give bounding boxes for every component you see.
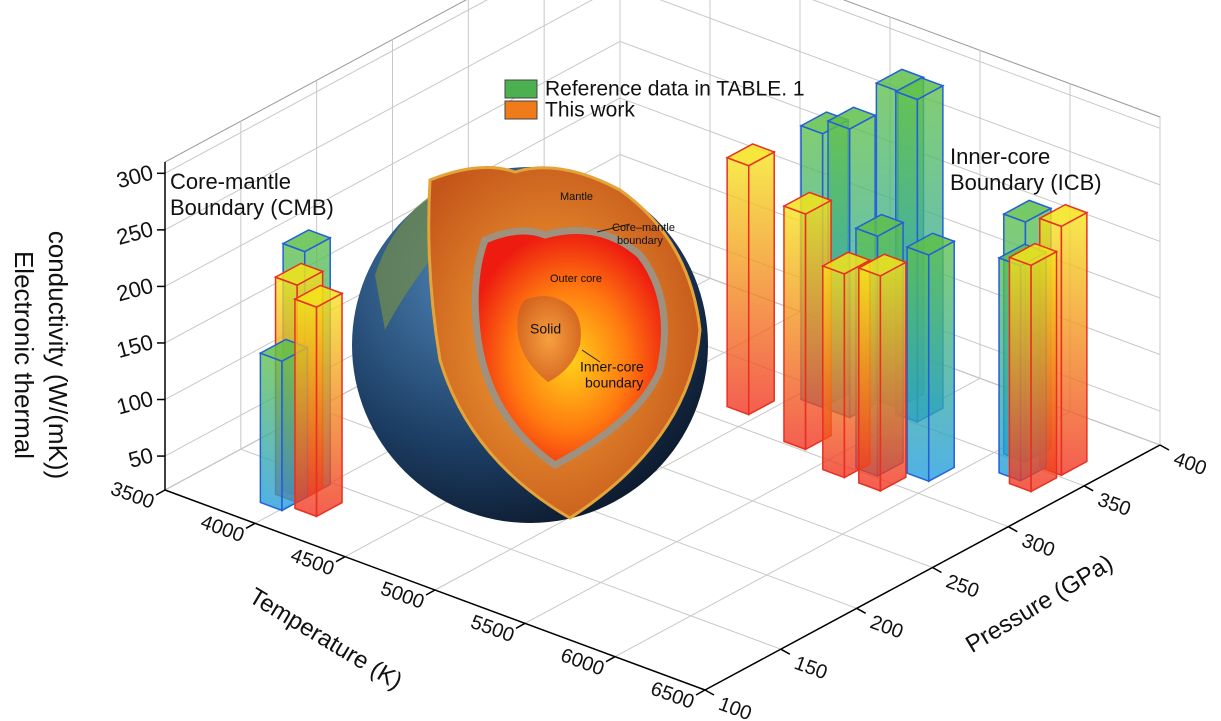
earth-illustration: Mantle Core–mantle boundary Outer core S…: [352, 167, 708, 523]
earth-label: boundary: [617, 235, 663, 247]
bar-side: [1061, 213, 1086, 476]
chart: 3500400045005000550060006500100150200250…: [0, 0, 1221, 721]
z-tick-label: 50: [126, 442, 156, 472]
page: {"chart_data": { "type": "bar3d", "xlabe…: [0, 0, 1221, 721]
bar: [784, 206, 806, 449]
legend-label: Reference data in TABLE. 1: [545, 78, 805, 101]
earth-label: Solid: [530, 321, 561, 337]
annotation: Boundary (CMB): [170, 195, 334, 220]
tick-mark: [516, 623, 525, 628]
tick-mark: [781, 649, 790, 654]
y-tick-label: 400: [1170, 448, 1209, 480]
z-axis-title: conductivity (W/(mK)): [43, 231, 73, 479]
z-tick-label: 300: [114, 160, 156, 194]
bar: [823, 266, 845, 478]
bar: [1009, 257, 1031, 491]
z-tick-label: 250: [114, 216, 156, 250]
y-tick-label: 300: [1019, 530, 1058, 562]
bar-side: [929, 241, 954, 481]
tick-mark: [246, 523, 255, 528]
tick-mark: [933, 568, 942, 573]
legend-swatch: [505, 101, 537, 119]
legend-swatch: [505, 80, 537, 98]
bar: [260, 353, 282, 510]
tick-mark: [1084, 486, 1093, 491]
tick-mark: [857, 608, 866, 613]
bar: [295, 299, 317, 516]
earth-label: Inner-core: [580, 359, 644, 375]
earth-label: boundary: [585, 375, 643, 391]
annotation: Inner-core: [950, 144, 1050, 169]
annotation: Boundary (ICB): [950, 170, 1102, 195]
annotation: Core-mantle: [170, 169, 291, 194]
bar: [859, 268, 881, 491]
earth-label: Core–mantle: [612, 222, 675, 234]
tick-mark: [336, 557, 345, 562]
y-tick-label: 150: [791, 652, 830, 684]
earth-label: Mantle: [560, 191, 593, 203]
tick-mark: [705, 690, 714, 695]
y-tick-label: 100: [715, 693, 754, 721]
y-tick-label: 250: [943, 570, 982, 602]
bar: [907, 247, 929, 481]
tick-mark: [156, 490, 165, 495]
z-tick-label: 200: [114, 273, 156, 307]
z-axis-title: Electronic thermal: [9, 251, 39, 459]
bar-side: [317, 293, 342, 516]
z-tick-label: 150: [114, 329, 156, 363]
tick-mark: [426, 590, 435, 595]
bar: [727, 158, 749, 415]
tick-mark: [1160, 445, 1169, 450]
bar-side: [880, 262, 905, 491]
tick-mark: [696, 690, 705, 695]
y-tick-label: 350: [1095, 489, 1134, 521]
earth-label: Outer core: [550, 273, 602, 285]
bar-side: [749, 152, 774, 415]
legend-label: This work: [545, 99, 635, 122]
bar-side: [1031, 252, 1056, 492]
z-tick-label: 100: [114, 386, 156, 420]
y-tick-label: 200: [867, 611, 906, 643]
x-tick-label: 3500: [108, 478, 157, 514]
tick-mark: [606, 657, 615, 662]
tick-mark: [1008, 527, 1017, 532]
y-axis-title: Pressure (GPa): [961, 550, 1118, 659]
